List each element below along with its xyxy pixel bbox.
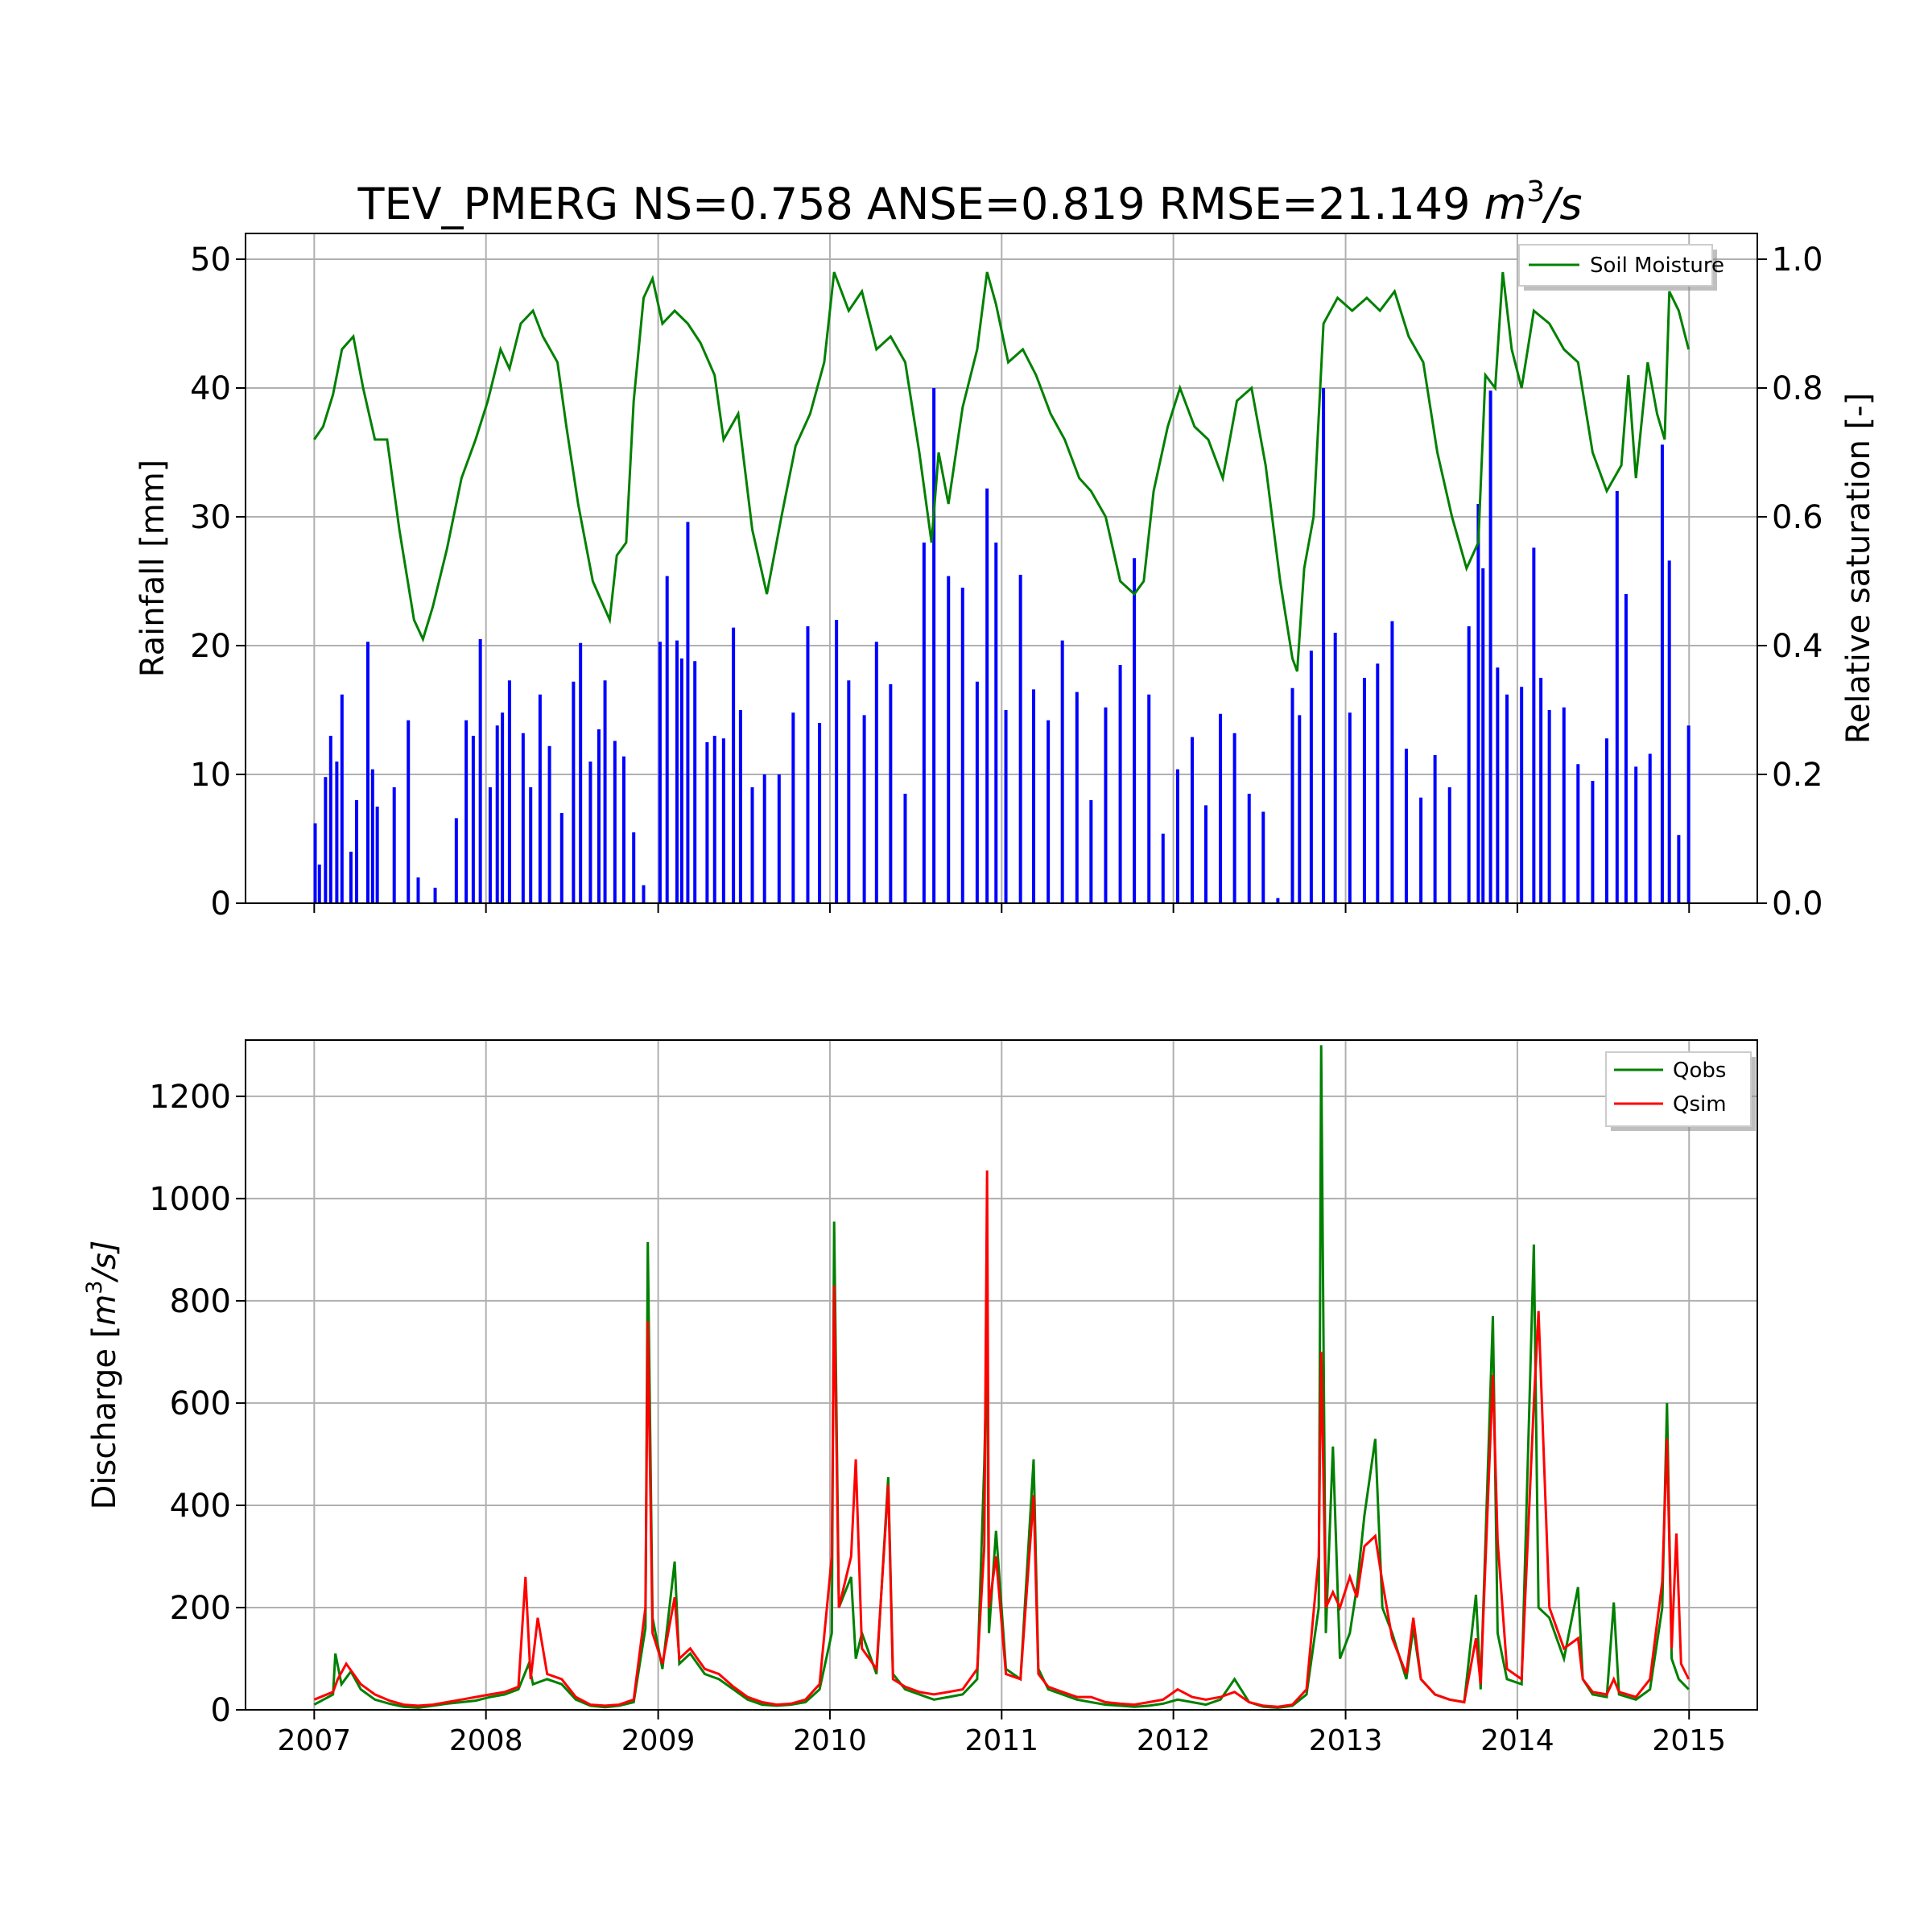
chart-title-main: TEV_PMERG NS=0.758 ANSE=0.819 RMSE=21.14…: [357, 179, 1484, 229]
saturation-y-label: Relative saturation [-]: [1840, 393, 1877, 744]
soil-moisture-line: [313, 271, 1690, 672]
discharge-xtick-label-2013: 2013: [1309, 1724, 1383, 1757]
rainfall-ytick-label-40: 40: [190, 370, 231, 407]
discharge-ytick-label-200: 200: [170, 1590, 231, 1627]
discharge-y-label-unit-tail: /s]: [86, 1241, 123, 1283]
rainfall-ytick-label-10: 10: [190, 757, 231, 794]
rainfall-panel: 0 10 20 30 40 50 0.0 0.2 0.4 0.6 0.8 1.0 Rainfall …: [134, 233, 1877, 923]
qobs-legend-label: Qobs: [1673, 1059, 1726, 1083]
discharge-y-ticks: 0 200 400 600 800 1000 1200: [149, 1079, 246, 1729]
rainfall-x-ticks: [313, 903, 1690, 913]
soil-moisture-legend-label: Soil Moisture: [1590, 254, 1724, 278]
discharge-xtick-label-2012: 2012: [1137, 1724, 1211, 1757]
rainfall-ytick-label-50: 50: [190, 242, 231, 279]
rainfall-bars: [313, 388, 1690, 903]
discharge-ytick-label-800: 800: [170, 1283, 231, 1320]
discharge-ytick-label-400: 400: [170, 1488, 231, 1525]
chart-title-unit-exp: 3: [1526, 175, 1545, 208]
rainfall-ytick-label-0: 0: [211, 886, 231, 923]
chart-title: TEV_PMERG NS=0.758 ANSE=0.819 RMSE=21.14…: [357, 175, 1583, 229]
discharge-ytick-label-0: 0: [211, 1692, 231, 1729]
discharge-legend: Qobs Qsim: [1605, 1051, 1756, 1131]
discharge-x-ticks: 2007 2008 2009 2010 2011 2012 2013 2014 2015: [278, 1710, 1726, 1757]
saturation-ytick-label-0.2: 0.2: [1772, 757, 1823, 794]
discharge-xtick-label-2010: 2010: [793, 1724, 867, 1757]
discharge-y-label: Discharge [m3/s]: [82, 1241, 123, 1510]
rainfall-ytick-label-20: 20: [190, 628, 231, 665]
discharge-xtick-label-2009: 2009: [621, 1724, 696, 1757]
chart-title-unit-base: m: [1484, 179, 1527, 229]
rainfall-left-ticks: 0 10 20 30 40 50: [190, 242, 246, 923]
discharge-ytick-label-600: 600: [170, 1385, 231, 1422]
discharge-y-label-base: Discharge [: [86, 1326, 123, 1510]
discharge-legend-box: [1605, 1051, 1752, 1127]
saturation-ytick-label-1.0: 1.0: [1772, 242, 1823, 279]
saturation-ytick-label-0.6: 0.6: [1772, 499, 1823, 536]
chart-title-unit-tail: /s: [1542, 179, 1582, 229]
discharge-xtick-label-2007: 2007: [278, 1724, 352, 1757]
rainfall-right-ticks: 0.0 0.2 0.4 0.6 0.8 1.0: [1757, 242, 1823, 923]
rainfall-ytick-label-30: 30: [190, 499, 231, 536]
discharge-ytick-label-1000: 1000: [149, 1181, 231, 1218]
saturation-ytick-label-0.4: 0.4: [1772, 628, 1823, 665]
rainfall-y-label: Rainfall [mm]: [134, 460, 171, 678]
discharge-xtick-label-2014: 2014: [1480, 1724, 1554, 1757]
discharge-y-label-unit-exp: 3: [82, 1281, 107, 1294]
saturation-ytick-label-0.0: 0.0: [1772, 886, 1823, 923]
soil-moisture-legend: Soil Moisture: [1518, 244, 1724, 291]
discharge-xtick-label-2008: 2008: [449, 1724, 523, 1757]
qsim-legend-label: Qsim: [1673, 1092, 1727, 1117]
discharge-y-label-unit-base: m: [86, 1294, 123, 1326]
saturation-ytick-label-0.8: 0.8: [1772, 370, 1823, 407]
discharge-xtick-label-2015: 2015: [1652, 1724, 1726, 1757]
discharge-ytick-label-1200: 1200: [149, 1079, 231, 1116]
qsim-line: [313, 1170, 1690, 1708]
discharge-xtick-label-2011: 2011: [964, 1724, 1038, 1757]
